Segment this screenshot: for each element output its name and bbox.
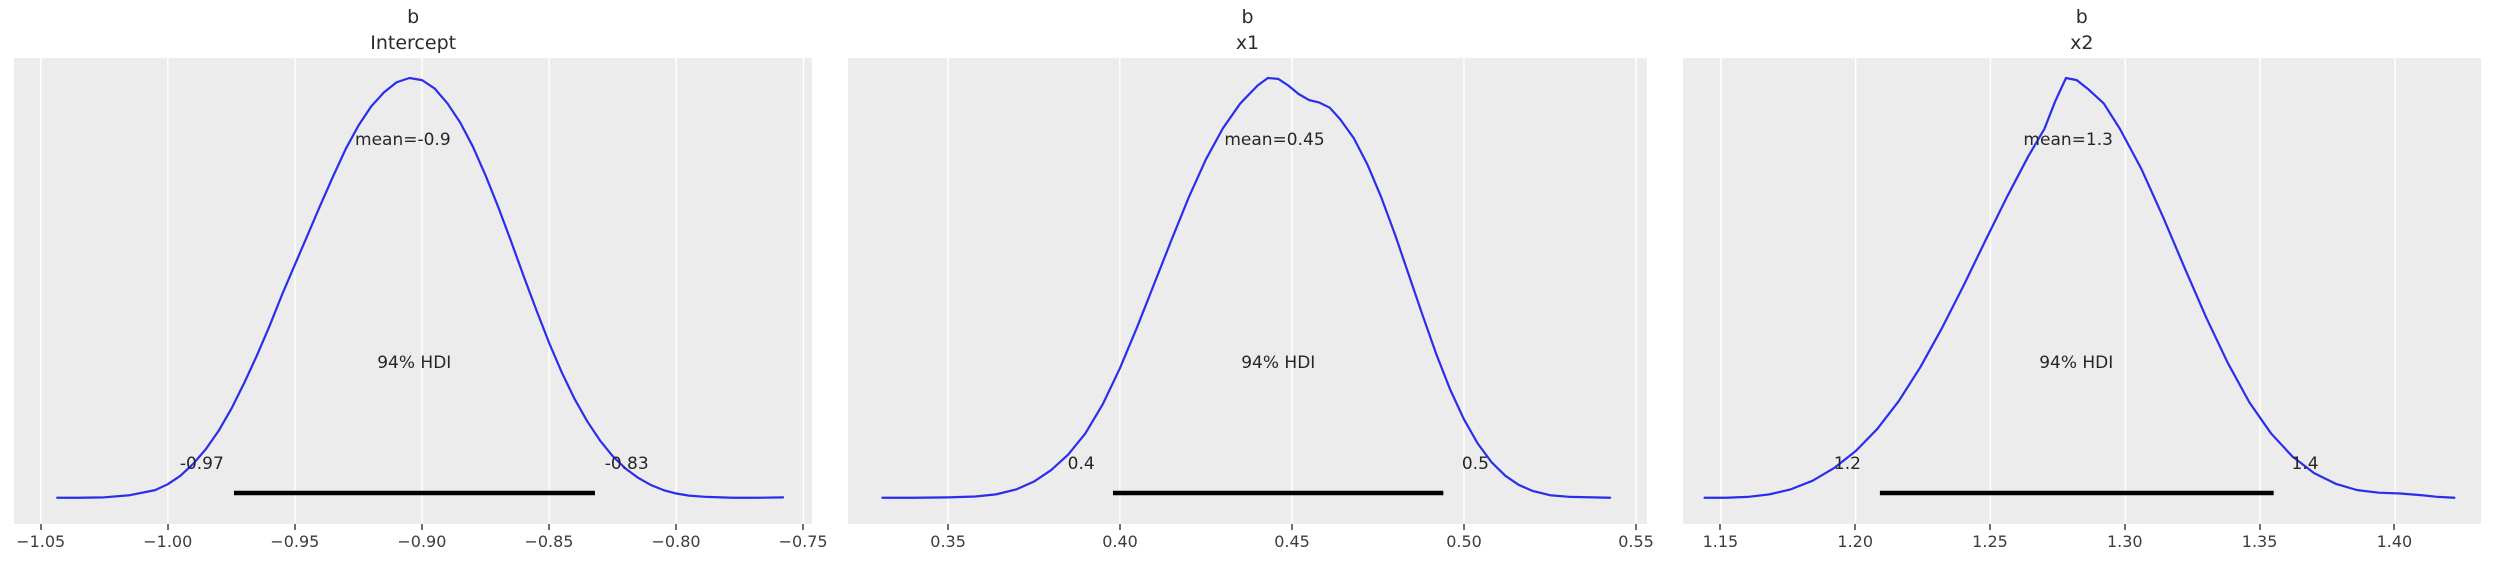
hdi-upper-label: 1.4 <box>2291 454 2319 474</box>
density-canvas <box>881 58 1638 524</box>
x-tick-label: 0.45 <box>1274 532 1310 551</box>
x-tick-mark <box>293 524 296 530</box>
posterior-plot-x1: mean=0.45 94% HDI 0.4 0.5 <box>848 58 1647 524</box>
x-tick-mark <box>2393 524 2396 530</box>
x-tick-mark <box>1291 524 1294 530</box>
x-tick-label: 1.15 <box>1702 532 1739 551</box>
x-tick-label: −1.05 <box>16 532 66 551</box>
hdi-upper-label: -0.83 <box>604 454 649 474</box>
density-canvas <box>1703 58 2456 524</box>
x-tick-mark <box>1854 524 1857 530</box>
posterior-density-curve <box>881 76 1612 499</box>
hdi-lower-label: 1.2 <box>1833 454 1861 474</box>
x-tick-mark <box>802 524 805 530</box>
panel-title-group: b <box>407 6 420 28</box>
x-tick-mark <box>547 524 550 530</box>
x-tick-mark <box>2258 524 2261 530</box>
x-tick-mark <box>1635 524 1637 530</box>
hdi-lower-label: -0.97 <box>179 454 224 474</box>
x-tick-label: 0.55 <box>1618 532 1654 551</box>
hdi-percent-label: 94% HDI <box>377 353 452 373</box>
panel-title-x2: b x2 <box>1683 0 2481 58</box>
x-tick-label: −0.90 <box>397 532 447 551</box>
x-tick-mark <box>1463 524 1466 530</box>
x-tick-label: 1.30 <box>2106 532 2143 551</box>
panel-title-variable: x1 <box>1235 32 1260 54</box>
x-tick-label: 0.50 <box>1446 532 1482 551</box>
x-tick-label: 1.20 <box>1837 532 1873 551</box>
panel-x1: b x1 mean=0.45 94% HDI 0.4 0.5 0.35 0.40 0… <box>848 0 1654 563</box>
x-axis-x1: 0.35 0.40 0.45 0.50 0.55 <box>848 524 1654 563</box>
x-tick-mark <box>1719 524 1722 530</box>
hdi-percent-label: 94% HDI <box>1241 353 1316 373</box>
x-tick-label: −0.75 <box>778 532 828 551</box>
posterior-plot-intercept: mean=-0.9 94% HDI -0.97 -0.83 <box>14 58 813 524</box>
mean-label: mean=0.45 <box>1224 130 1325 150</box>
x-tick-mark <box>675 524 678 530</box>
x-tick-label: −0.80 <box>651 532 701 551</box>
hdi-lower-label: 0.4 <box>1067 454 1095 474</box>
x-axis-x2: 1.15 1.20 1.25 1.30 1.35 1.40 <box>1683 524 2481 563</box>
mean-label: mean=-0.9 <box>355 130 451 150</box>
x-tick-label: 1.25 <box>1972 532 2008 551</box>
posterior-density-curve <box>1703 76 2456 499</box>
x-tick-mark <box>420 524 423 530</box>
x-tick-label: 1.40 <box>2376 532 2413 551</box>
panel-x2: b x2 mean=1.3 94% HDI 1.2 1.4 1.15 1.20 1.… <box>1682 0 2481 563</box>
x-tick-label: −0.85 <box>524 532 574 551</box>
posterior-density-curve <box>56 76 785 499</box>
x-tick-mark <box>2123 524 2126 530</box>
x-tick-mark <box>166 524 169 530</box>
x-tick-label: −1.00 <box>143 532 193 551</box>
x-tick-label: 0.35 <box>930 532 966 551</box>
posterior-plot-x2: mean=1.3 94% HDI 1.2 1.4 <box>1682 58 2481 524</box>
panel-intercept: b Intercept mean=-0.9 94% HDI -0.97 -0.8… <box>14 0 828 563</box>
x-tick-mark <box>39 524 42 530</box>
hdi-percent-label: 94% HDI <box>2039 353 2114 373</box>
x-tick-mark <box>947 524 950 530</box>
panel-title-intercept: b Intercept <box>14 0 812 58</box>
panel-title-variable: Intercept <box>370 32 457 54</box>
x-tick-label: −0.95 <box>270 532 320 551</box>
panel-title-variable: x2 <box>2070 32 2094 54</box>
panel-title-x1: b x1 <box>848 0 1646 58</box>
x-tick-mark <box>1988 524 1991 530</box>
panel-title-group: b <box>2075 6 2088 28</box>
panel-title-group: b <box>1241 6 1254 28</box>
density-canvas <box>39 58 805 524</box>
hdi-upper-label: 0.5 <box>1461 454 1489 474</box>
x-tick-mark <box>1119 524 1122 530</box>
x-axis-intercept: −1.05 −1.00 −0.95 −0.90 −0.85 −0.80 −0.75 <box>14 524 828 563</box>
mean-label: mean=1.3 <box>2023 130 2113 150</box>
x-tick-label: 0.40 <box>1102 532 1138 551</box>
x-tick-label: 1.35 <box>2241 532 2278 551</box>
